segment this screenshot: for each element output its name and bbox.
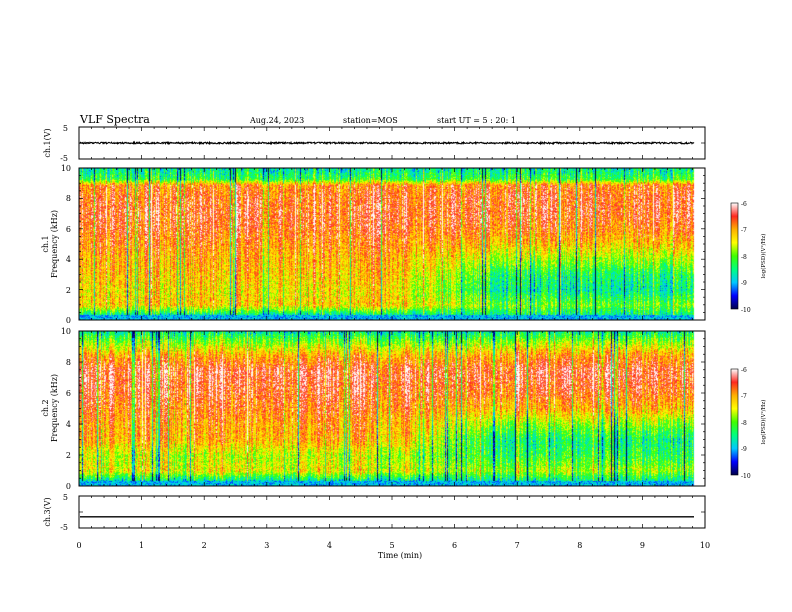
ch1-waveform-trace: [79, 140, 695, 146]
ch1-spectrogram-image: [79, 168, 705, 320]
ch1-colorbar-label: log(PSD)(V²/Hz): [760, 234, 767, 279]
ch2-colorbar-tick-m9: -9: [741, 446, 747, 453]
ch1-ytick-bottom: -5: [60, 154, 68, 163]
ch3-waveform-frame: [78, 495, 706, 529]
ch2-freq-tick-10: 10: [61, 327, 71, 336]
ch2-spectrogram-channel-label: ch.2: [41, 399, 50, 416]
ch2-spectrogram-ticks: [78, 330, 706, 487]
time-tick-label: 1: [139, 541, 144, 550]
ch3-waveform-ticks: [78, 495, 706, 529]
ch3-ytick-bottom: -5: [60, 523, 68, 532]
ch1-spectrogram-channel-label: ch.1: [41, 235, 50, 252]
ch2-colorbar-tick-m10: -10: [741, 473, 751, 480]
time-tick-label: 2: [202, 541, 207, 550]
ch2-colorbar-tick-m6: -6: [741, 367, 747, 374]
ch2-spectrogram-image: [79, 331, 705, 486]
ch2-colorbar-tick-m8: -8: [741, 420, 747, 427]
ch1-freq-tick-8: 8: [66, 194, 71, 203]
ch1-spectrogram-ticks: [78, 167, 706, 321]
ch2-colorbar-frame: [730, 368, 739, 476]
ch1-colorbar-tick-m9: -9: [741, 280, 747, 287]
time-tick-label: 5: [389, 541, 394, 550]
ch1-freq-tick-6: 6: [66, 225, 71, 234]
ch1-colorbar-frame: [730, 202, 739, 310]
time-tick-label: 0: [76, 541, 81, 550]
ch1-freq-tick-2: 2: [66, 286, 71, 295]
time-tick-label: 3: [264, 541, 269, 550]
ch3-waveform-panel: 5 -5 ch.3(V) 0 1 2 3 4 5 6 7 8 9 10 Time (min): [43, 493, 710, 560]
ch2-colorbar-tick-m7: -7: [741, 393, 747, 400]
ch1-colorbar-tick-m7: -7: [741, 227, 747, 234]
date-label: Aug.24, 2023: [249, 116, 304, 125]
ch2-colorbar-label: log(PSD)(V²/Hz): [760, 400, 767, 445]
ch2-spectrogram-ylabel: Frequency (kHz): [50, 374, 59, 442]
start-time-label: start UT = 5 : 20: 1: [437, 116, 516, 125]
ch2-freq-tick-0: 0: [66, 482, 71, 491]
ch1-waveform-ylabel: ch.1(V): [43, 128, 52, 157]
ch1-ytick-top: 5: [63, 124, 68, 133]
ch3-ytick-top: 5: [63, 493, 68, 502]
time-tick-label: 4: [327, 541, 332, 550]
ch1-colorbar-tick-m10: -10: [741, 307, 751, 314]
ch2-freq-tick-6: 6: [66, 389, 71, 398]
ch1-waveform-ticks: [78, 126, 706, 160]
time-tick-label: 8: [577, 541, 582, 550]
time-tick-label: 10: [700, 541, 710, 550]
ch1-waveform-panel: 5 -5 ch.1(V): [43, 124, 706, 163]
ch3-waveform-ylabel: ch.3(V): [43, 497, 52, 526]
ch1-freq-tick-4: 4: [66, 255, 71, 264]
ch1-freq-tick-10: 10: [61, 164, 71, 173]
ch2-freq-tick-8: 8: [66, 358, 71, 367]
time-tick-label: 6: [452, 541, 457, 550]
ch2-spectrogram-panel: 0 2 4 6 8 10 ch.2 Frequency (kHz) -6 -7 …: [41, 327, 767, 491]
ch1-freq-tick-0: 0: [66, 316, 71, 325]
ch1-colorbar-tick-m6: -6: [741, 201, 747, 208]
ch1-spectrogram-ylabel: Frequency (kHz): [50, 210, 59, 278]
ch1-colorbar-tick-m8: -8: [741, 254, 747, 261]
waveform-line: [79, 140, 695, 146]
ch1-colorbar: [731, 203, 738, 309]
figure-title: VLF Spectra: [79, 113, 150, 126]
time-tick-label: 7: [515, 541, 520, 550]
ch2-colorbar: [731, 369, 738, 475]
station-label: station=MOS: [343, 116, 398, 125]
time-tick-label: 9: [640, 541, 645, 550]
ch2-freq-tick-2: 2: [66, 451, 71, 460]
ch1-spectrogram-panel: 0 2 4 6 8 10 ch.1 Frequency (kHz) -6 -7 …: [41, 164, 767, 325]
ch2-freq-tick-4: 4: [66, 420, 71, 429]
time-axis-label: Time (min): [378, 551, 422, 560]
time-axis-tick-labels: 0 1 2 3 4 5 6 7 8 9 10: [76, 541, 710, 550]
